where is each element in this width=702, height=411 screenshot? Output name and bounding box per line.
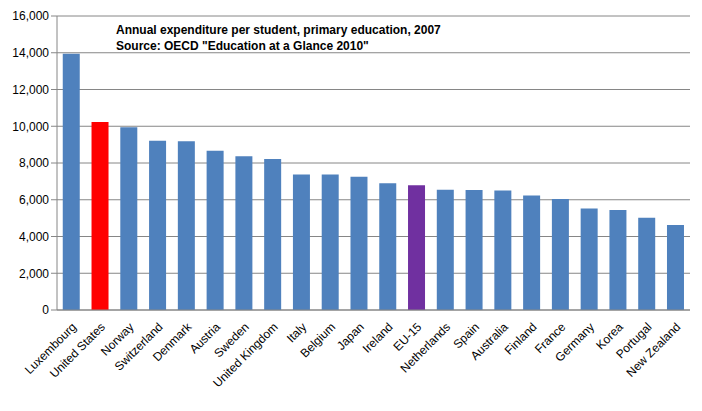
html-text:Source: OECD "Education at a G: Source: OECD "Education at a Glance 2010… (116, 39, 369, 53)
svg-text:2,000: 2,000 (19, 267, 49, 281)
svg-text:10,000: 10,000 (12, 120, 49, 134)
svg-text:France: France (532, 319, 569, 357)
svg-text:0: 0 (42, 303, 49, 317)
html-text:Annual expenditure per student: Annual expenditure per student, primary … (116, 23, 441, 37)
svg-text:Sweden: Sweden (211, 319, 252, 361)
svg-text:Germany: Germany (552, 320, 597, 365)
svg-text:4,000: 4,000 (19, 230, 49, 244)
svg-text:Luxembourg: Luxembourg (22, 319, 80, 377)
svg-text:16,000: 16,000 (12, 9, 49, 23)
svg-text:Korea: Korea (593, 319, 626, 353)
svg-text:United Kingdom: United Kingdom (210, 320, 280, 390)
svg-text:Portugal: Portugal (613, 319, 655, 362)
svg-text:Italy: Italy (283, 319, 310, 346)
svg-text:Ireland: Ireland (360, 320, 396, 356)
svg-text:Norway: Norway (98, 319, 137, 359)
svg-text:Switzerland: Switzerland (111, 319, 166, 374)
svg-text:6,000: 6,000 (19, 193, 49, 207)
svg-text:Netherlands: Netherlands (398, 320, 454, 376)
svg-text:Belgium: Belgium (298, 320, 339, 361)
svg-text:Australia: Australia (468, 320, 511, 363)
svg-text:Finland: Finland (502, 320, 540, 358)
svg-text:Japan: Japan (333, 319, 367, 353)
svg-text:United States: United States (47, 319, 108, 381)
svg-text:Denmark: Denmark (150, 319, 195, 364)
svg-text:14,000: 14,000 (12, 46, 49, 60)
svg-text:8,000: 8,000 (19, 156, 49, 170)
svg-text:Spain: Spain (450, 319, 482, 352)
svg-text:12,000: 12,000 (12, 83, 49, 97)
svg-text:EU-15: EU-15 (390, 319, 425, 354)
svg-text:Austria: Austria (186, 319, 223, 357)
svg-text:New Zealand: New Zealand (623, 320, 683, 380)
